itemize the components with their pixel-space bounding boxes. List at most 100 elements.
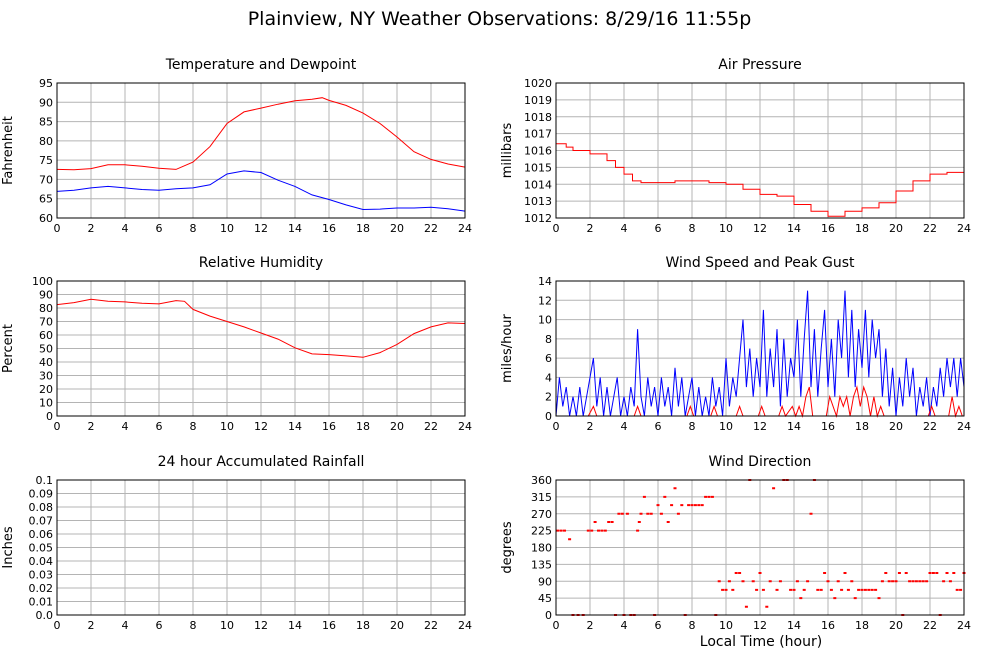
y-tick-label: 95 — [39, 77, 53, 90]
data-point — [765, 605, 769, 608]
x-tick-label: 24 — [458, 420, 472, 433]
chart-title: Air Pressure — [718, 57, 801, 73]
x-tick-label: 24 — [458, 222, 472, 235]
y-tick-label: 14 — [538, 275, 552, 288]
chart-rain: 0 2 4 6 8 10 12 14 16 18 20 22 240.00.010.020.030.04… — [1, 454, 472, 632]
x-tick-label: 0 — [54, 420, 61, 433]
y-tick-label: 0.1 — [36, 474, 54, 487]
x-tick-label: 2 — [587, 222, 594, 235]
data-point — [823, 572, 827, 574]
x-tick-label: 14 — [787, 619, 801, 632]
plot-frame — [555, 479, 965, 616]
data-point — [734, 572, 738, 574]
x-tick-label: 6 — [655, 420, 662, 433]
data-point — [758, 572, 762, 574]
data-point — [639, 512, 643, 515]
page-title: Plainview, NY Weather Observations: 8/29… — [247, 8, 752, 30]
chart-title: Relative Humidity — [199, 255, 323, 271]
y-tick-label: 360 — [531, 474, 552, 487]
x-tick-label: 14 — [288, 420, 302, 433]
y-tick-label: 90 — [538, 575, 552, 588]
y-axis-label: degrees — [500, 521, 515, 574]
data-point — [867, 588, 871, 591]
data-point — [700, 504, 704, 507]
data-point — [836, 580, 840, 583]
data-point — [959, 588, 963, 591]
data-point — [880, 580, 884, 583]
x-tick-label: 14 — [288, 222, 302, 235]
x-tick-label: 18 — [855, 420, 869, 433]
data-point — [704, 495, 708, 498]
y-axis-label: millibars — [500, 123, 515, 179]
y-tick-label: 0.03 — [29, 569, 54, 582]
x-tick-label: 22 — [923, 222, 937, 235]
y-axis-label: miles/hour — [500, 313, 515, 382]
y-tick-label: 1019 — [524, 94, 552, 107]
y-tick-label: 0.0 — [36, 609, 54, 622]
x-tick-label: 10 — [719, 222, 733, 235]
y-tick-label: 135 — [531, 558, 552, 571]
data-point — [789, 588, 793, 591]
x-tick-label: 22 — [923, 420, 937, 433]
y-tick-label: 10 — [39, 397, 53, 410]
y-tick-label: 60 — [39, 329, 53, 342]
data-point — [860, 588, 864, 591]
x-tick-label: 24 — [458, 619, 472, 632]
y-tick-label: 0 — [545, 609, 552, 622]
data-point — [755, 588, 759, 591]
data-point — [659, 512, 663, 515]
data-point — [656, 504, 660, 507]
data-point — [877, 597, 881, 600]
data-point — [874, 588, 878, 591]
data-point — [802, 588, 806, 591]
y-tick-label: 100 — [32, 275, 53, 288]
data-point — [948, 580, 952, 583]
y-tick-label: 0 — [545, 410, 552, 423]
data-point — [680, 504, 684, 507]
x-tick-label: 6 — [156, 619, 163, 632]
data-point — [894, 580, 898, 583]
data-point — [738, 572, 742, 574]
x-tick-label: 24 — [957, 420, 971, 433]
data-point — [617, 512, 621, 515]
data-point — [563, 529, 566, 532]
data-point — [687, 504, 691, 507]
x-tick-label: 2 — [88, 420, 95, 433]
y-tick-label: 90 — [39, 289, 53, 302]
data-point — [600, 529, 604, 532]
data-point — [775, 588, 779, 591]
chart-title: Wind Speed and Peak Gust — [666, 255, 855, 271]
y-tick-label: 0.02 — [29, 582, 54, 595]
x-tick-label: 4 — [621, 420, 628, 433]
x-tick-label: 20 — [390, 619, 404, 632]
y-tick-label: 70 — [39, 316, 53, 329]
x-tick-label: 22 — [923, 619, 937, 632]
y-tick-label: 80 — [39, 302, 53, 315]
data-point — [620, 512, 624, 515]
data-point — [590, 529, 594, 532]
data-point — [908, 580, 912, 583]
x-tick-label: 12 — [753, 619, 767, 632]
y-tick-label: 12 — [538, 294, 552, 307]
y-tick-label: 75 — [39, 154, 53, 167]
x-tick-label: 4 — [122, 222, 129, 235]
x-tick-label: 24 — [957, 222, 971, 235]
y-tick-label: 45 — [538, 592, 552, 605]
chart-pressure: 0 2 4 6 8 10 12 14 16 18 20 22 241012101310141015101… — [500, 57, 971, 235]
y-tick-label: 315 — [531, 491, 552, 504]
data-point — [863, 588, 867, 591]
data-point — [826, 580, 830, 583]
data-point — [666, 521, 670, 523]
x-tick-label: 18 — [855, 222, 869, 235]
y-tick-label: 0.05 — [29, 542, 54, 555]
data-point — [690, 504, 694, 507]
x-tick-label: 22 — [424, 420, 438, 433]
data-point — [636, 529, 640, 532]
x-tick-label: 6 — [156, 420, 163, 433]
y-tick-label: 60 — [39, 212, 53, 225]
data-point — [607, 521, 611, 523]
data-point — [721, 588, 725, 591]
data-point — [663, 495, 667, 498]
y-tick-label: 1018 — [524, 111, 552, 124]
